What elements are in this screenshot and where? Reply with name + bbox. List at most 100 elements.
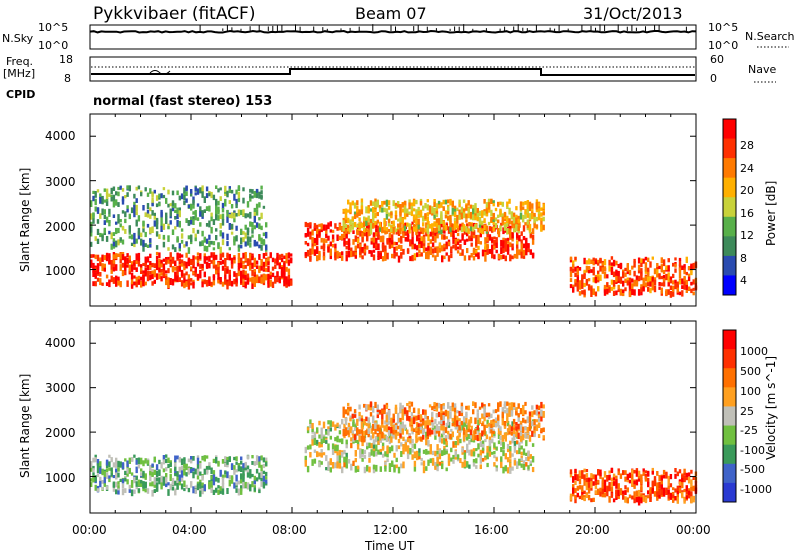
power-cells-cell [399, 207, 402, 214]
power-cells-cell [325, 229, 328, 233]
vel-cells-cell [644, 470, 648, 474]
vel-cells-cell [469, 431, 473, 439]
power-cells-cell [90, 254, 93, 258]
vel-cells-cell [96, 470, 100, 474]
vel-cells-cell [258, 472, 261, 478]
vel-cells-cell [465, 433, 468, 437]
power-ytick-2000: 2000 [45, 220, 76, 234]
vel-cells-cell [617, 471, 620, 476]
power-cells-cell [124, 270, 127, 276]
vel-cells-cell [176, 480, 179, 486]
power-cells-cell [334, 247, 337, 253]
power-cells-cell [251, 276, 254, 284]
power-cells-cell [366, 234, 369, 240]
vel-cells-cell [379, 448, 382, 453]
power-cells-cell [228, 253, 231, 261]
power-cells-cell [271, 281, 275, 288]
vel-cells-cell [676, 471, 679, 477]
vel-cells-cell [468, 440, 471, 445]
power-cells-cell [235, 189, 238, 195]
power-cells-cell [492, 218, 495, 222]
vel-cells-cell [506, 408, 509, 414]
power-cells-cell [516, 241, 519, 249]
power-cells-cell [435, 213, 439, 218]
vel-cells-cell [205, 455, 209, 459]
vel-cells-cell [262, 463, 266, 469]
vel-cells-cell [386, 420, 389, 425]
vel-cells-cell [385, 415, 389, 423]
power-cells-cell [427, 221, 430, 228]
vel-cells-cell [126, 468, 129, 474]
vel-cells-cell [350, 437, 353, 442]
vel-cells-cell [130, 472, 134, 476]
power-cb-tick-4: 4 [740, 274, 747, 287]
vel-cells-cell [481, 402, 484, 408]
power-cells-cell [469, 211, 473, 219]
vel-cells-cell [360, 421, 364, 429]
power-cells-cell [262, 276, 266, 283]
power-cells-cell [260, 274, 263, 279]
power-cells-cell [260, 277, 263, 284]
vel-cells-cell [535, 419, 539, 423]
vel-cells-cell [690, 491, 693, 497]
vel-cells-cell [522, 448, 526, 456]
vel-cells-cell [194, 468, 197, 475]
vel-cells-cell [240, 475, 243, 480]
vel-cells-cell [112, 482, 116, 488]
power-cells-cell [445, 252, 448, 256]
power-cells-cell [251, 195, 254, 199]
power-cells-cell [92, 190, 95, 194]
power-cells-cell [327, 222, 330, 230]
power-cells-cell [511, 224, 514, 229]
power-cells-cell [140, 267, 143, 271]
power-cells-cell [472, 204, 475, 209]
power-cells-cell [119, 223, 122, 228]
power-colorbar-segment [723, 158, 736, 179]
vel-cells-cell [363, 466, 367, 474]
power-cells-cell [426, 228, 429, 234]
power-cells-cell [569, 256, 573, 261]
vel-cells-cell [513, 445, 517, 453]
vel-cells-cell [311, 436, 314, 441]
vel-cells-cell [406, 410, 409, 415]
vel-cb-tick-neg25: -25 [740, 424, 758, 437]
vel-cells-cell [524, 432, 527, 438]
vel-cells-cell [334, 437, 337, 442]
power-cells-cell [622, 280, 625, 287]
vel-cells-cell [260, 455, 263, 461]
vel-cells-cell [667, 491, 670, 499]
vel-cells-cell [228, 475, 231, 480]
vel-cells-cell [199, 471, 202, 476]
power-cells-cell [199, 211, 202, 217]
vel-cells-cell [221, 474, 225, 479]
power-cells-cell [491, 238, 494, 243]
power-cells-cell [453, 218, 457, 226]
power-cells-cell [487, 208, 491, 213]
power-cells-cell [224, 201, 227, 207]
power-cells-cell [628, 269, 632, 276]
power-cells-cell [110, 197, 113, 202]
vel-cells-cell [462, 431, 466, 436]
vel-cells-cell [690, 483, 693, 489]
vel-cells-cell [160, 475, 163, 483]
power-cells-cell [452, 223, 455, 229]
vel-cells-cell [466, 443, 469, 447]
power-cells-cell [178, 207, 181, 212]
power-cells-cell [524, 201, 527, 205]
vel-cells-cell [158, 469, 161, 476]
power-cells-cell [144, 187, 147, 192]
vel-cells-cell [466, 462, 469, 467]
vel-cells-cell [436, 463, 439, 467]
power-cells-cell [265, 260, 268, 267]
vel-cells-cell [212, 458, 216, 463]
power-cells-cell [603, 259, 607, 266]
power-cells-cell [470, 253, 473, 258]
power-cells-cell [587, 278, 591, 282]
power-cells-cell [603, 284, 607, 290]
power-cells-cell [504, 238, 507, 244]
vel-cells-cell [594, 485, 598, 490]
vel-cells-cell [610, 467, 614, 473]
power-cells-cell [230, 204, 234, 209]
vel-cells-cell [210, 486, 213, 493]
vel-cells-cell [426, 425, 429, 433]
